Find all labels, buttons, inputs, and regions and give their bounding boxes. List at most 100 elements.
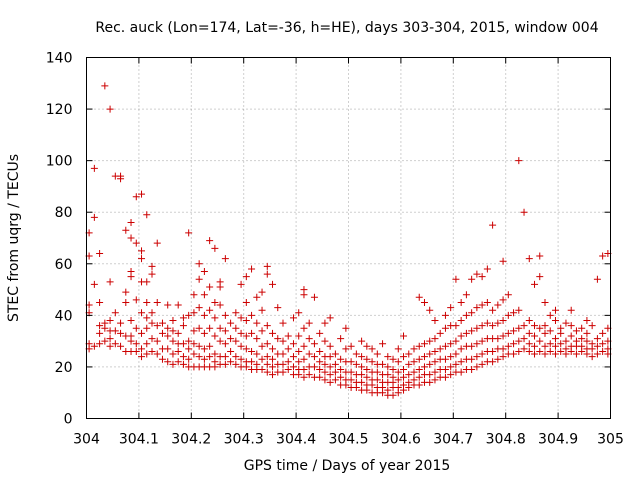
data-point <box>520 322 528 330</box>
data-point <box>279 350 287 358</box>
data-point <box>284 332 292 340</box>
y-tick-label: 20 <box>55 360 73 376</box>
data-point <box>96 329 104 337</box>
data-point <box>211 332 219 340</box>
data-point <box>106 335 114 343</box>
data-point <box>384 371 392 379</box>
data-point <box>216 278 224 286</box>
data-point <box>441 342 449 350</box>
data-point <box>426 360 434 368</box>
y-axis-label: STEC from uqrg / TECUs <box>6 154 22 322</box>
data-point <box>337 366 345 374</box>
data-point <box>253 360 261 368</box>
y-tick-label: 120 <box>46 102 73 118</box>
data-point <box>143 340 151 348</box>
data-point <box>164 301 172 309</box>
data-point <box>441 366 449 374</box>
data-point <box>132 347 140 355</box>
data-point <box>347 342 355 350</box>
data-point <box>520 208 528 216</box>
data-point <box>415 293 423 301</box>
data-point <box>127 332 135 340</box>
data-point <box>179 322 187 330</box>
data-point <box>551 317 559 325</box>
data-point <box>237 314 245 322</box>
data-point <box>452 360 460 368</box>
data-point <box>473 340 481 348</box>
data-point <box>531 322 539 330</box>
data-point <box>468 309 476 317</box>
data-point <box>138 309 146 317</box>
data-point <box>525 347 533 355</box>
data-point <box>132 324 140 332</box>
data-point <box>599 347 607 355</box>
data-point <box>536 252 544 260</box>
data-point <box>158 319 166 327</box>
data-point <box>300 291 308 299</box>
data-point <box>363 366 371 374</box>
data-point <box>588 353 596 361</box>
x-tick-label: 304.6 <box>381 432 421 448</box>
data-point <box>253 319 261 327</box>
data-point <box>122 288 130 296</box>
data-point <box>394 358 402 366</box>
data-point <box>284 358 292 366</box>
x-tick-label: 304.9 <box>538 432 578 448</box>
data-point <box>101 337 109 345</box>
data-point <box>368 345 376 353</box>
data-point <box>237 355 245 363</box>
data-point <box>483 298 491 306</box>
data-point <box>190 340 198 348</box>
data-point <box>468 275 476 283</box>
data-point <box>331 350 339 358</box>
data-point <box>326 363 334 371</box>
data-point <box>269 345 277 353</box>
data-point <box>572 337 580 345</box>
data-point <box>531 342 539 350</box>
data-point <box>557 324 565 332</box>
data-point <box>352 360 360 368</box>
data-point <box>248 265 256 273</box>
data-point <box>90 280 98 288</box>
data-point <box>321 376 329 384</box>
y-tick-label: 80 <box>55 205 73 221</box>
data-point <box>363 373 371 381</box>
chart-title: Rec. auck (Lon=174, Lat=-36, h=HE), days… <box>95 20 598 36</box>
data-point <box>158 329 166 337</box>
data-point <box>525 340 533 348</box>
data-point <box>478 350 486 358</box>
data-point <box>525 317 533 325</box>
data-point <box>305 319 313 327</box>
data-point <box>494 355 502 363</box>
data-point <box>143 314 151 322</box>
data-point <box>578 342 586 350</box>
data-point <box>347 358 355 366</box>
data-point <box>394 345 402 353</box>
data-points <box>85 82 612 399</box>
data-point <box>200 268 208 276</box>
data-point <box>541 322 549 330</box>
data-point <box>525 255 533 263</box>
data-point <box>305 350 313 358</box>
data-point <box>258 327 266 335</box>
data-point <box>227 358 235 366</box>
data-point <box>279 360 287 368</box>
y-axis: 0 20 40 60 80 100 120 140 <box>46 51 611 428</box>
data-point <box>221 353 229 361</box>
data-point <box>190 291 198 299</box>
data-point <box>248 329 256 337</box>
data-point <box>269 371 277 379</box>
data-point <box>232 324 240 332</box>
data-point <box>384 386 392 394</box>
data-point <box>441 355 449 363</box>
data-point <box>221 255 229 263</box>
data-point <box>295 358 303 366</box>
data-point <box>551 350 559 358</box>
data-point <box>557 347 565 355</box>
data-point <box>520 335 528 343</box>
data-point <box>321 368 329 376</box>
data-point <box>221 360 229 368</box>
data-point <box>200 329 208 337</box>
data-point <box>415 381 423 389</box>
data-point <box>132 193 140 201</box>
